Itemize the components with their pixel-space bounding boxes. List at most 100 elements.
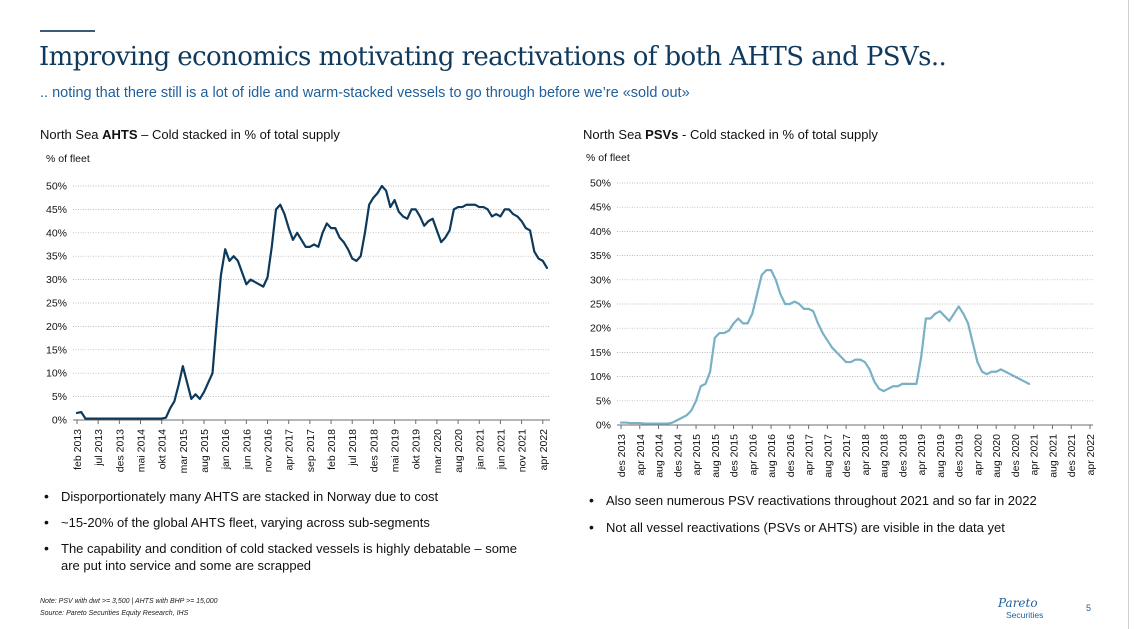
ahts-y-tick-label: 20% xyxy=(46,321,67,333)
psv-x-tick-label: aug 2015 xyxy=(710,434,722,478)
psv-x-tick-label: apr 2022 xyxy=(1085,434,1097,476)
psv-y-tick-label: 20% xyxy=(590,323,611,335)
psv-y-tick-label: 15% xyxy=(590,347,611,359)
psv-x-tick-label: aug 2018 xyxy=(879,434,891,478)
psv-x-tick-label: aug 2021 xyxy=(1047,434,1059,478)
psv-y-tick-label: 35% xyxy=(590,250,611,262)
psv-y-tick-label: 30% xyxy=(590,274,611,286)
ahts-y-tick-label: 45% xyxy=(46,204,67,216)
ahts-y-axis-label: % of fleet xyxy=(46,153,90,165)
bullet-item: Not all vessel reactivations (PSVs or AH… xyxy=(589,519,1109,536)
ahts-x-tick-label: apr 2022 xyxy=(538,429,550,471)
psv-x-tick-label: apr 2015 xyxy=(691,434,703,476)
ahts-x-tick-label: jan 2016 xyxy=(220,429,232,470)
psv-bullet-list: Also seen numerous PSV reactivations thr… xyxy=(589,492,1109,536)
footnote-note: Note: PSV with dwt >= 3,500 | AHTS with … xyxy=(40,598,218,605)
psv-y-tick-label: 45% xyxy=(590,202,611,214)
psv-x-tick-label: aug 2017 xyxy=(822,434,834,478)
ahts-y-tick-label: 0% xyxy=(52,415,67,427)
psv-y-tick-label: 0% xyxy=(596,420,611,432)
page-border xyxy=(1128,0,1129,629)
psv-x-tick-label: aug 2016 xyxy=(766,434,778,478)
ahts-series-line xyxy=(75,184,549,420)
ahts-x-tick-label: okt 2019 xyxy=(411,429,423,469)
psv-x-tick-label: apr 2021 xyxy=(1029,434,1041,476)
footnote: Note: PSV with dwt >= 3,500 | AHTS with … xyxy=(40,596,218,620)
psv-x-tick-label: apr 2016 xyxy=(747,434,759,476)
logo-name: Pareto xyxy=(998,596,1038,610)
page-subtitle: .. noting that there still is a lot of i… xyxy=(40,85,690,101)
psv-x-tick-label: apr 2018 xyxy=(860,434,872,476)
psv-x-tick-label: apr 2014 xyxy=(635,434,647,476)
psv-y-tick-label: 10% xyxy=(590,371,611,383)
psv-y-tick-label: 50% xyxy=(590,178,611,190)
ahts-x-tick-label: des 2018 xyxy=(368,429,380,472)
ahts-x-tick-label: aug 2015 xyxy=(199,429,211,473)
ahts-bullet-list: Disporportionately many AHTS are stacked… xyxy=(44,488,544,574)
ahts-y-tick-label: 25% xyxy=(46,298,67,310)
ahts-title-suffix: – Cold stacked in % of total supply xyxy=(137,127,340,142)
psv-x-tick-label: aug 2019 xyxy=(935,434,947,478)
psv-x-tick-label: des 2021 xyxy=(1066,434,1078,477)
psv-x-tick-label: des 2020 xyxy=(1010,434,1022,477)
ahts-title-bold: AHTS xyxy=(102,127,138,142)
psv-title-prefix: North Sea xyxy=(583,127,646,142)
psv-x-tick-label: des 2014 xyxy=(672,434,684,477)
ahts-x-tick-label: sep 2017 xyxy=(305,429,317,472)
ahts-y-tick-label: 30% xyxy=(46,274,67,286)
ahts-x-tick-label: feb 2018 xyxy=(326,429,338,470)
psv-x-tick-label: des 2019 xyxy=(954,434,966,477)
psv-x-tick-label: aug 2014 xyxy=(654,434,666,478)
psv-x-tick-label: des 2015 xyxy=(729,434,741,477)
bullet-item: The capability and condition of cold sta… xyxy=(44,540,531,574)
psv-series-line xyxy=(619,269,1031,425)
psv-x-tick-label: des 2016 xyxy=(785,434,797,477)
ahts-x-tick-label: okt 2014 xyxy=(157,429,169,469)
psv-x-tick-label: des 2013 xyxy=(616,434,628,477)
pareto-logo: Pareto Securities xyxy=(998,596,1058,621)
ahts-x-tick-label: mai 2014 xyxy=(136,429,148,472)
ahts-x-tick-label: mar 2020 xyxy=(432,429,444,474)
page-number: 5 xyxy=(1086,603,1092,613)
psv-x-tick-label: des 2017 xyxy=(841,434,853,477)
ahts-x-tick-label: nov 2021 xyxy=(517,429,529,472)
ahts-x-tick-label: jun 2016 xyxy=(241,429,253,470)
page-title: Improving economics motivating reactivat… xyxy=(39,42,947,72)
psv-title-bold: PSVs xyxy=(645,127,679,142)
psv-title-suffix: - Cold stacked in % of total supply xyxy=(678,127,878,142)
footnote-source: Source: Pareto Securities Equity Researc… xyxy=(40,610,189,617)
ahts-x-tick-label: nov 2016 xyxy=(263,429,275,472)
psv-x-tick-label: des 2018 xyxy=(897,434,909,477)
ahts-x-tick-label: jul 2018 xyxy=(347,429,359,467)
ahts-y-tick-label: 35% xyxy=(46,251,67,263)
psv-y-tick-label: 25% xyxy=(590,299,611,311)
title-rule xyxy=(40,30,95,32)
psv-y-tick-label: 40% xyxy=(590,226,611,238)
ahts-x-tick-label: jul 2013 xyxy=(93,429,105,467)
ahts-y-tick-label: 40% xyxy=(46,227,67,239)
ahts-chart-title: North Sea AHTS – Cold stacked in % of to… xyxy=(40,127,340,142)
bullet-item: Also seen numerous PSV reactivations thr… xyxy=(589,492,1109,509)
ahts-x-tick-label: aug 2020 xyxy=(453,429,465,473)
ahts-y-tick-label: 50% xyxy=(46,181,67,193)
psv-x-tick-label: apr 2020 xyxy=(972,434,984,476)
logo-subtitle: Securities xyxy=(1006,610,1044,620)
ahts-x-tick-label: des 2013 xyxy=(114,429,126,472)
ahts-x-tick-label: apr 2017 xyxy=(284,429,296,471)
psv-x-tick-label: apr 2017 xyxy=(804,434,816,476)
ahts-title-prefix: North Sea xyxy=(40,127,103,142)
ahts-y-tick-label: 15% xyxy=(46,344,67,356)
bullet-item: Disporportionately many AHTS are stacked… xyxy=(44,488,544,505)
ahts-x-tick-label: mar 2015 xyxy=(178,429,190,474)
ahts-y-tick-label: 10% xyxy=(46,368,67,380)
bullet-item: ~15-20% of the global AHTS fleet, varyin… xyxy=(44,514,544,531)
psv-chart-title: North Sea PSVs - Cold stacked in % of to… xyxy=(583,127,878,142)
psv-x-tick-label: apr 2019 xyxy=(916,434,928,476)
psv-x-tick-label: aug 2020 xyxy=(991,434,1003,478)
ahts-x-tick-label: jun 2021 xyxy=(495,429,507,470)
psv-y-tick-label: 5% xyxy=(596,395,611,407)
ahts-y-tick-label: 5% xyxy=(52,391,67,403)
psv-y-axis-label: % of fleet xyxy=(586,152,630,164)
